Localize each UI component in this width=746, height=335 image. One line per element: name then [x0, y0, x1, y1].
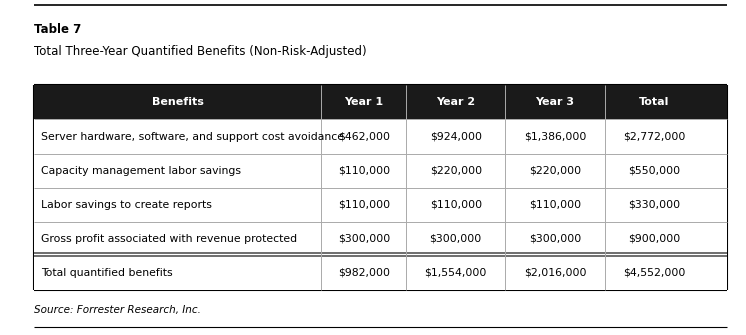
Bar [34, 153, 727, 188]
Bar [34, 85, 727, 120]
Text: $4,552,000: $4,552,000 [623, 268, 686, 278]
Text: $900,000: $900,000 [628, 234, 680, 244]
Text: Year 1: Year 1 [344, 97, 383, 108]
Text: Total Three-Year Quantified Benefits (Non-Risk-Adjusted): Total Three-Year Quantified Benefits (No… [34, 45, 366, 58]
Text: $1,386,000: $1,386,000 [524, 132, 586, 141]
Text: $330,000: $330,000 [628, 200, 680, 210]
Text: $550,000: $550,000 [628, 165, 680, 176]
Text: Capacity management labor savings: Capacity management labor savings [41, 165, 241, 176]
Text: Total quantified benefits: Total quantified benefits [41, 268, 172, 278]
Text: $110,000: $110,000 [529, 200, 581, 210]
Text: $924,000: $924,000 [430, 132, 482, 141]
Text: Year 3: Year 3 [536, 97, 574, 108]
Bar [34, 188, 727, 222]
Text: $2,772,000: $2,772,000 [623, 132, 686, 141]
Text: Source: Forrester Research, Inc.: Source: Forrester Research, Inc. [34, 305, 201, 315]
Text: $110,000: $110,000 [430, 200, 482, 210]
Text: Labor savings to create reports: Labor savings to create reports [41, 200, 212, 210]
Text: $300,000: $300,000 [338, 234, 390, 244]
Text: $110,000: $110,000 [338, 200, 390, 210]
Text: $110,000: $110,000 [338, 165, 390, 176]
Text: $2,016,000: $2,016,000 [524, 268, 586, 278]
Bar [34, 120, 727, 153]
Text: $300,000: $300,000 [430, 234, 482, 244]
Bar [34, 256, 727, 290]
Text: Year 2: Year 2 [436, 97, 475, 108]
Text: $220,000: $220,000 [529, 165, 581, 176]
Text: Benefits: Benefits [151, 97, 204, 108]
Bar [34, 222, 727, 256]
Text: $300,000: $300,000 [529, 234, 581, 244]
Text: Gross profit associated with revenue protected: Gross profit associated with revenue pro… [41, 234, 297, 244]
Text: $462,000: $462,000 [338, 132, 390, 141]
Text: $1,554,000: $1,554,000 [424, 268, 487, 278]
Text: Total: Total [639, 97, 669, 108]
Text: $220,000: $220,000 [430, 165, 482, 176]
Text: Table 7: Table 7 [34, 23, 81, 37]
Text: Server hardware, software, and support cost avoidance: Server hardware, software, and support c… [41, 132, 344, 141]
Text: $982,000: $982,000 [338, 268, 390, 278]
